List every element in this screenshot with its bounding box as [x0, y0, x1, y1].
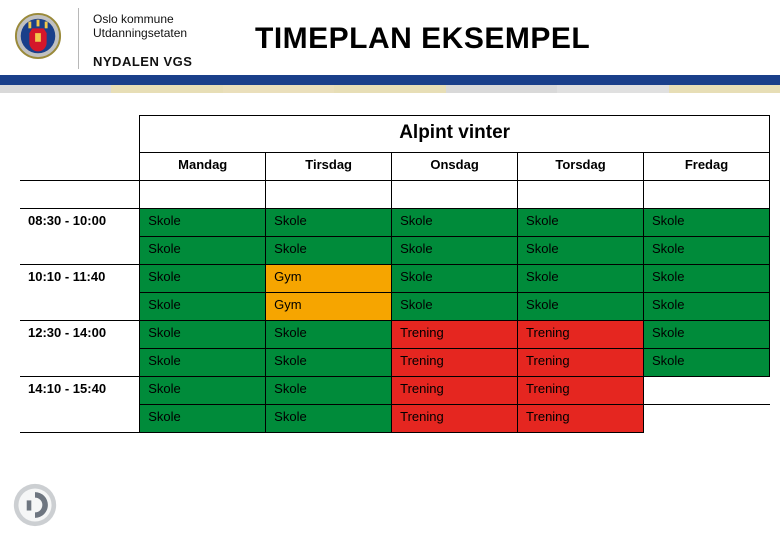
timetable-cell — [643, 377, 769, 405]
time-slot: 12:30 - 14:00 — [20, 321, 140, 377]
timetable-cell: Trening — [392, 321, 518, 349]
day-header: Onsdag — [392, 153, 518, 181]
stripe — [669, 85, 780, 93]
timetable-cell: Skole — [643, 349, 769, 377]
timetable-cell: Skole — [643, 209, 769, 237]
time-slot: 10:10 - 11:40 — [20, 265, 140, 321]
timetable-cell: Trening — [518, 377, 644, 405]
timetable-cell: Skole — [140, 349, 266, 377]
stripe — [111, 85, 222, 93]
stripe — [0, 85, 111, 93]
timetable-cell: Trening — [392, 405, 518, 433]
timetable-cell: Skole — [140, 293, 266, 321]
timetable-cell: Skole — [266, 209, 392, 237]
blue-bar — [0, 75, 780, 85]
timetable-cell: Skole — [266, 321, 392, 349]
timetable-cell: Skole — [518, 209, 644, 237]
timetable-cell: Skole — [392, 209, 518, 237]
timetable-cell: Skole — [140, 209, 266, 237]
timetable-cell: Gym — [266, 265, 392, 293]
oslo-coat-of-arms-icon — [14, 12, 62, 60]
timetable-cell: Skole — [518, 237, 644, 265]
timetable-wrap: Alpint vinterMandagTirsdagOnsdagTorsdagF… — [20, 115, 770, 433]
timetable-cell: Skole — [392, 237, 518, 265]
timetable-cell: Trening — [518, 405, 644, 433]
timetable-cell: Skole — [140, 377, 266, 405]
day-header: Fredag — [643, 153, 769, 181]
stripe — [223, 85, 334, 93]
stripe — [446, 85, 557, 93]
day-header: Torsdag — [518, 153, 644, 181]
timetable-cell: Skole — [392, 265, 518, 293]
timetable-title: Alpint vinter — [140, 116, 770, 153]
slide: Oslo kommune Utdanningsetaten NYDALEN VG… — [0, 0, 780, 540]
timetable-cell: Skole — [518, 293, 644, 321]
timetable-cell: Skole — [266, 237, 392, 265]
org-line2: Utdanningsetaten — [93, 26, 192, 40]
time-slot: 08:30 - 10:00 — [20, 209, 140, 265]
timetable-cell: Skole — [643, 321, 769, 349]
timetable-cell: Skole — [266, 377, 392, 405]
time-slot: 14:10 - 15:40 — [20, 377, 140, 433]
timetable-cell: Skole — [140, 265, 266, 293]
stripe-row — [0, 85, 780, 93]
timetable-cell: Gym — [266, 293, 392, 321]
timetable-cell: Skole — [266, 405, 392, 433]
page-title: TIMEPLAN EKSEMPEL — [255, 22, 590, 56]
org-line1: Oslo kommune — [93, 12, 192, 26]
timetable-cell: Skole — [140, 321, 266, 349]
timetable-cell: Trening — [392, 377, 518, 405]
timetable-cell — [643, 405, 769, 433]
color-band — [0, 75, 780, 93]
day-header: Tirsdag — [266, 153, 392, 181]
timetable-cell: Trening — [518, 321, 644, 349]
header-text: Oslo kommune Utdanningsetaten NYDALEN VG… — [78, 8, 192, 69]
stripe — [557, 85, 668, 93]
timetable-cell: Skole — [643, 237, 769, 265]
timetable-cell: Skole — [140, 237, 266, 265]
timetable-cell: Trening — [392, 349, 518, 377]
stripe — [334, 85, 445, 93]
school-name: NYDALEN VGS — [93, 54, 192, 69]
timetable-cell: Skole — [392, 293, 518, 321]
footer-seal-icon — [12, 482, 58, 528]
day-header: Mandag — [140, 153, 266, 181]
timetable-cell: Skole — [266, 349, 392, 377]
timetable-cell: Skole — [140, 405, 266, 433]
timetable: Alpint vinterMandagTirsdagOnsdagTorsdagF… — [20, 115, 770, 433]
timetable-cell: Skole — [643, 265, 769, 293]
timetable-cell: Skole — [643, 293, 769, 321]
timetable-cell: Skole — [518, 265, 644, 293]
timetable-cell: Trening — [518, 349, 644, 377]
